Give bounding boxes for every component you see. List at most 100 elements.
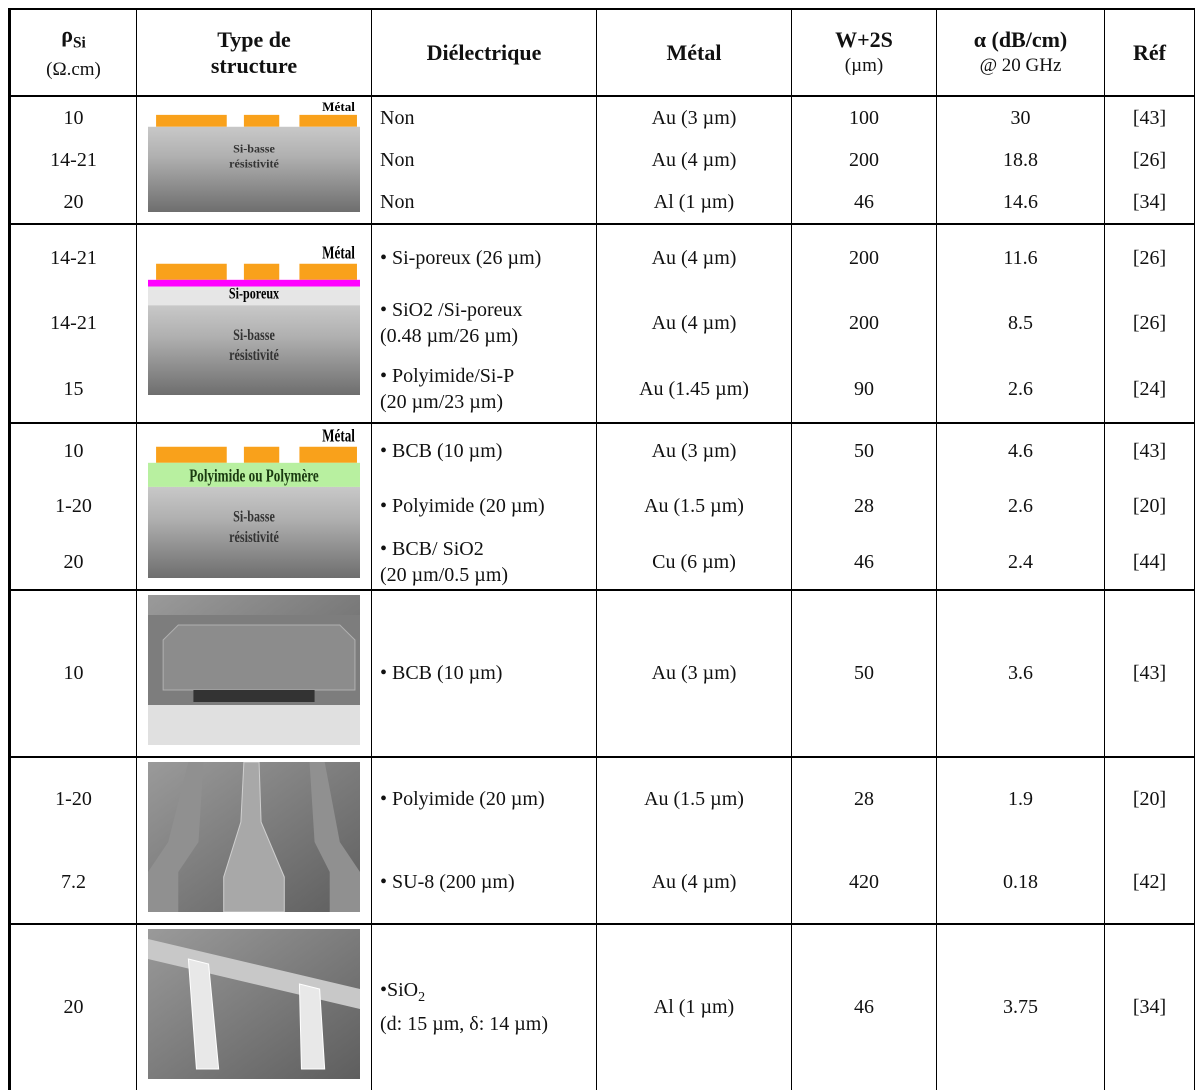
w2s-cell: 28: [791, 755, 937, 841]
table-row: 1-20 • Polyimide (20 µm) Au (1.5 µm) 28 2.6 […: [9, 478, 1195, 535]
line-subscript: Si: [72, 34, 86, 52]
cell-line: • BCB (10 µm): [380, 662, 503, 685]
dielectric-cell: • BCB (10 µm): [371, 421, 597, 479]
cell-line: [20]: [1132, 495, 1167, 518]
alpha-cell: 18.8: [936, 138, 1105, 182]
cell-line: [43]: [1132, 106, 1167, 129]
table-row: 14-21 Métal Si-poreux Si-basse résistivité • …: [9, 222, 1195, 423]
cell-line: 10: [63, 106, 84, 129]
ref-cell: [43]: [1104, 95, 1195, 139]
rho-cell: 20: [9, 922, 137, 1090]
w2s-cell: 50: [791, 421, 937, 479]
cell-line: [20]: [1132, 788, 1167, 811]
cell-line: W+2S: [835, 26, 893, 52]
cell-line: [34]: [1132, 191, 1167, 214]
table-row: 14-21 • SiO2 /Si-poreux (0.48 µm/26 µm) Au …: [9, 290, 1195, 357]
cell-line: [43]: [1132, 440, 1167, 463]
w2s-cell: 50: [791, 588, 937, 757]
w2s-cell: 200: [791, 222, 937, 291]
photo-line: [309, 761, 360, 912]
dielectric-cell: • BCB/ SiO2 (20 µm/0.5 µm): [371, 534, 597, 590]
rho-cell: 14-21: [9, 222, 137, 291]
cell-line: Au (4 µm): [651, 870, 737, 893]
w2s-cell: 28: [791, 478, 937, 535]
photo-line: [148, 761, 204, 912]
porous-layer: [148, 286, 360, 306]
cell-line: structure: [210, 52, 298, 78]
layer-label: Polyimide ou Polymère: [189, 467, 319, 486]
rho-cell: 14-21: [9, 138, 137, 182]
substrate-label: Si-basse: [233, 142, 275, 156]
cell-line: (d: 15 µm, δ: 14 µm): [380, 1013, 549, 1036]
rho-cell: 1-20: [9, 755, 137, 841]
cell-line: 420: [849, 870, 879, 893]
cell-line: [42]: [1132, 870, 1167, 893]
rho-cell: 7.2: [9, 840, 137, 924]
metal-strip: [156, 114, 227, 127]
metal-cell: Au (4 µm): [596, 222, 792, 291]
ref-cell: [26]: [1104, 138, 1195, 182]
cell-line: 100: [849, 106, 879, 129]
substrate: [148, 305, 360, 395]
interface-layer: [148, 279, 360, 287]
table-body: 10 Métal Si-basse résistivité Non Au (3 µm) 10…: [9, 95, 1195, 1090]
header-cell: W+2S (µm): [791, 9, 937, 97]
metal-strip: [299, 446, 357, 463]
ref-cell: [44]: [1104, 534, 1195, 590]
cell-line: (0.48 µm/26 µm): [380, 325, 519, 348]
header-cell: α (dB/cm) @ 20 GHz: [936, 9, 1105, 97]
ref-cell: [26]: [1104, 222, 1195, 291]
metal-cell: Au (1.5 µm): [596, 755, 792, 841]
cell-line: 11.6: [1003, 246, 1038, 269]
cell-line: 90: [854, 378, 874, 401]
table-row: 10 Métal Polyimide ou Polymère Si-basse rési…: [9, 421, 1195, 590]
cell-line: 4.6: [1008, 440, 1033, 463]
rho-cell: 10: [9, 95, 137, 139]
header-cell: ρSi (Ω.cm): [9, 9, 137, 97]
cell-line: (20 µm/23 µm): [380, 391, 504, 414]
cell-line: 30: [1010, 106, 1031, 129]
alpha-cell: 0.18: [936, 840, 1105, 924]
ref-cell: [43]: [1104, 588, 1195, 757]
structure-drawing: [148, 761, 360, 913]
substrate: [148, 126, 360, 212]
structure-cell: [136, 588, 372, 757]
table-row: 20 Non Al (1 µm) 46 14.6 [34]: [9, 181, 1195, 224]
w2s-cell: 200: [791, 290, 937, 357]
cell-line: 50: [854, 662, 874, 685]
substrate-label: résistivité: [229, 528, 279, 546]
table-row: 1-20 • Polyimide (20 µm) Au (1.5 µm) 28 1.9 […: [9, 755, 1195, 924]
cell-line: 200: [849, 246, 879, 269]
w2s-cell: 46: [791, 922, 937, 1090]
table-row: 10 Métal Si-basse résistivité Non Au (3 µm) 10…: [9, 95, 1195, 224]
cell-line: Au (4 µm): [651, 246, 737, 269]
cell-line: 15: [63, 378, 84, 401]
ref-cell: [34]: [1104, 922, 1195, 1090]
metal-cell: Al (1 µm): [596, 922, 792, 1090]
photo-substrate: [148, 704, 360, 745]
cell-line: Au (3 µm): [651, 440, 737, 463]
dielectric-cell: • SU-8 (200 µm): [371, 840, 597, 924]
cell-line: 200: [849, 312, 879, 335]
cell-line: 8.5: [1008, 312, 1033, 335]
metal-strip: [243, 446, 280, 463]
substrate-label: résistivité: [229, 157, 279, 171]
page: ρSi (Ω.cm) Type de structure Diélectrique Mét…: [8, 8, 1195, 1090]
cell-line: (µm): [844, 54, 884, 76]
cell-line: Au (1.5 µm): [644, 788, 744, 811]
cell-line: Au (3 µm): [651, 106, 737, 129]
substrate-label: Si-basse: [233, 327, 275, 345]
cell-line: • BCB/ SiO2: [380, 537, 484, 560]
structure-drawing: [148, 928, 360, 1079]
cell-line: 46: [854, 550, 874, 573]
dielectric-cell: Non: [371, 95, 597, 139]
rho-cell: 20: [9, 534, 137, 590]
cell-line: 46: [854, 191, 874, 214]
alpha-cell: 3.75: [936, 922, 1105, 1090]
cell-line: • SiO2 /Si-poreux: [380, 299, 523, 322]
cell-line: [26]: [1132, 312, 1167, 335]
dielectric-cell: • Polyimide (20 µm): [371, 478, 597, 535]
alpha-cell: 1.9: [936, 755, 1105, 841]
cell-line: • Polyimide (20 µm): [380, 788, 545, 811]
